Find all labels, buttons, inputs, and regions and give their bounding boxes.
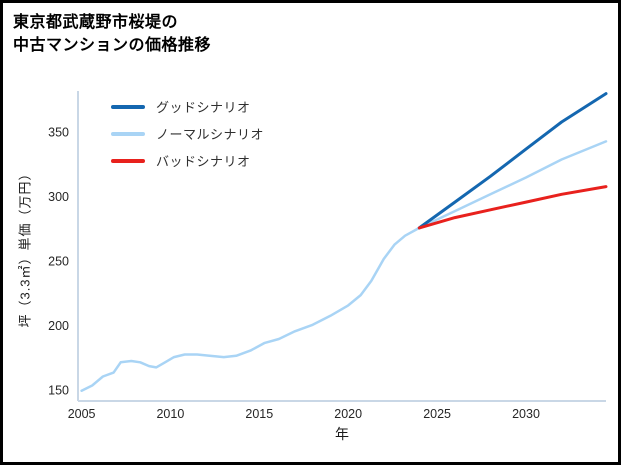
series-line-normal: [80, 140, 608, 392]
bad-scenario-line-swatch: [111, 158, 145, 163]
legend-item-good: グッドシナリオ: [111, 93, 264, 120]
chart-title-line1: 東京都武蔵野市桜堤の: [13, 14, 179, 31]
normal-scenario-line-swatch: [111, 131, 145, 136]
price-trend-chart: 2005 2010 2015 2020 2025 2030 150 200 250 300 350: [48, 91, 608, 421]
legend-label-normal: ノーマルシナリオ: [156, 127, 265, 142]
legend-item-normal: ノーマルシナリオ: [111, 120, 264, 147]
series-line-good: [417, 92, 608, 230]
y-tick-label: 150: [48, 384, 69, 398]
y-tick-label: 300: [48, 190, 69, 204]
x-tick-label: 2005: [68, 407, 96, 421]
y-tick-label: 200: [48, 319, 69, 333]
chart-legend: グッドシナリオ ノーマルシナリオ バッドシナリオ: [111, 93, 264, 174]
x-tick-label: 2015: [245, 407, 273, 421]
chart-title-line2: 中古マンションの価格推移: [13, 37, 212, 55]
y-axis-label: 坪（3.3㎡）単価（万円）: [17, 166, 33, 328]
x-tick-label: 2030: [512, 407, 540, 421]
good-scenario-line-swatch: [111, 104, 145, 109]
legend-label-good: グッドシナリオ: [156, 100, 251, 115]
y-tick-label: 350: [48, 125, 69, 139]
x-tick-label: 2010: [156, 407, 184, 421]
series-line-bad: [417, 185, 608, 230]
x-tick-label: 2025: [423, 407, 451, 421]
legend-label-bad: バッドシナリオ: [156, 154, 251, 169]
y-tick-label: 250: [48, 255, 69, 269]
chart-title: 東京都武蔵野市桜堤の 中古マンションの価格推移: [13, 11, 211, 57]
legend-item-bad: バッドシナリオ: [111, 147, 264, 174]
x-tick-label: 2020: [334, 407, 362, 421]
x-axis-label: 年: [335, 426, 349, 442]
